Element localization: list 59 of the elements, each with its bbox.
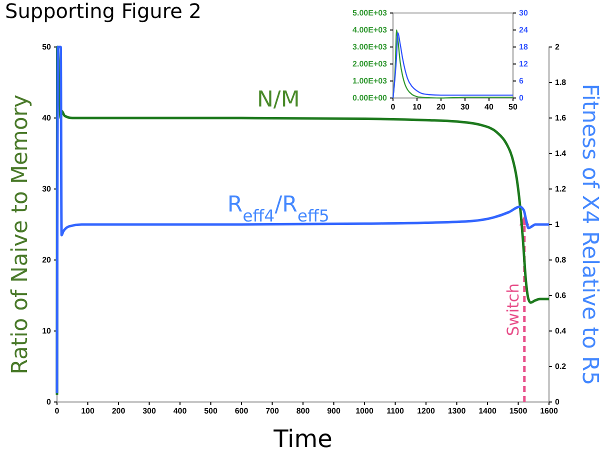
x-axis-title: Time — [272, 425, 332, 451]
y2-tick-label: 18 — [519, 42, 528, 52]
x-tick-label: 100 — [81, 406, 95, 416]
y2-tick-label: 1.8 — [555, 78, 567, 88]
y-tick-label: 3.00E+03 — [352, 42, 388, 52]
series-label: N/M — [256, 88, 300, 113]
y-tick-label: 0 — [46, 398, 52, 407]
x-tick-label: 1000 — [356, 406, 374, 416]
chart-title: Supporting Figure 2 — [5, 0, 202, 23]
x-tick-label: 0 — [54, 406, 60, 416]
x-tick-label: 800 — [296, 406, 310, 416]
y-tick-label: 50 — [42, 42, 52, 52]
x-tick-label: 30 — [460, 102, 470, 112]
y-tick-label: 1.00E+03 — [352, 76, 388, 86]
y2-tick-label: 6 — [519, 76, 524, 86]
x-tick-label: 10 — [412, 102, 422, 112]
x-tick-label: 40 — [484, 102, 494, 112]
x-tick-label: 300 — [142, 406, 156, 416]
x-tick-label: 900 — [327, 406, 341, 416]
series-label: R$_{eff4}$/R$_{eff5}$ — [227, 192, 330, 226]
ref-line-label: Switch — [503, 283, 522, 336]
y2-tick-label: 0.2 — [555, 362, 567, 372]
y2-tick-label: 0 — [555, 398, 560, 407]
x-tick-label: 1600 — [540, 406, 558, 416]
y-tick-label: 10 — [42, 326, 52, 336]
y-tick-label: 40 — [42, 114, 52, 123]
y2-axis-title: Fitness of X4 Relative to R5 — [577, 84, 600, 386]
x-tick-label: 400 — [173, 406, 188, 416]
y-tick-label: 5.00E+03 — [352, 8, 388, 18]
y2-tick-label: 0.6 — [555, 291, 567, 300]
x-tick-label: 1400 — [478, 406, 497, 416]
x-tick-label: 50 — [508, 102, 518, 112]
y2-tick-label: 24 — [519, 26, 528, 35]
y2-tick-label: 0 — [519, 94, 524, 103]
y2-tick-label: 12 — [519, 60, 528, 69]
x-tick-label: 600 — [234, 406, 249, 416]
y2-tick-label: 0.8 — [555, 256, 567, 265]
y-tick-label: 30 — [42, 184, 52, 194]
y-tick-label: 4.00E+03 — [352, 26, 388, 35]
x-tick-label: 500 — [204, 406, 218, 416]
x-tick-label: 1500 — [509, 406, 528, 416]
x-tick-label: 200 — [112, 406, 126, 416]
y2-tick-label: 1.6 — [555, 114, 567, 123]
x-tick-label: 0 — [390, 102, 396, 112]
x-tick-label: 1300 — [448, 406, 466, 416]
x-tick-label: 1100 — [386, 406, 404, 416]
y-axis-title: Ratio of Naive to Memory — [8, 94, 33, 374]
x-tick-label: 700 — [266, 406, 280, 416]
y-tick-label: 20 — [42, 256, 52, 265]
y2-tick-label: 1.4 — [555, 149, 567, 158]
y-tick-label: 2.00E+03 — [352, 60, 388, 69]
y2-tick-label: 1.2 — [555, 184, 567, 194]
y2-tick-label: 0.4 — [555, 326, 567, 336]
y2-tick-label: 2 — [555, 42, 560, 52]
y2-tick-label: 30 — [519, 8, 528, 18]
x-tick-label: 1200 — [417, 406, 436, 416]
y2-tick-label: 1 — [555, 220, 560, 230]
x-tick-label: 20 — [436, 102, 446, 112]
y-tick-label: 0.00E+00 — [352, 94, 388, 103]
